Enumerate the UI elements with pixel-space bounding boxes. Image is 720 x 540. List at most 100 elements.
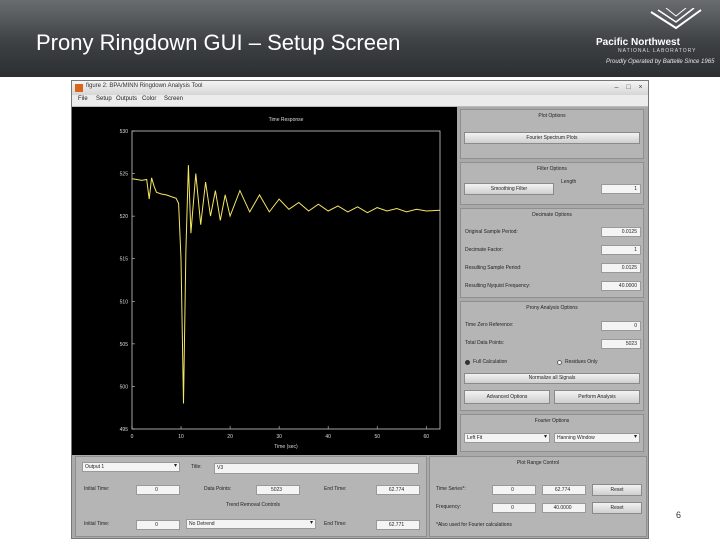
time-zero-label: Time Zero Reference: bbox=[465, 322, 514, 328]
logo-mark-icon bbox=[650, 8, 702, 30]
menu-setup[interactable]: Setup bbox=[96, 96, 112, 102]
y-tick-label: 505 bbox=[120, 342, 129, 348]
full-calculation-label: Full Calculation bbox=[473, 359, 508, 365]
y-tick-label: 495 bbox=[120, 427, 129, 433]
menu-color[interactable]: Color bbox=[142, 96, 157, 102]
fourier-spectrum-plots-button[interactable]: Fourier Spectrum Plots bbox=[464, 132, 640, 144]
time-response-plot: Time Response Time (sec) 495 500 505 510 515… bbox=[72, 107, 457, 455]
frequency-to-field[interactable]: 40.0000 bbox=[542, 503, 586, 513]
slide-title: Prony Ringdown GUI – Setup Screen bbox=[36, 30, 401, 55]
logo-text-1: Pacific Northwest bbox=[596, 37, 680, 48]
advanced-options-button[interactable]: Advanced Options bbox=[464, 390, 550, 404]
total-data-points-value: 5023 bbox=[601, 339, 641, 349]
x-tick-label: 0 bbox=[131, 434, 134, 440]
y-tick-label: 500 bbox=[120, 384, 129, 390]
series-line bbox=[131, 165, 441, 404]
data-points-value: 5023 bbox=[256, 485, 300, 495]
logo-text-3: Proudly Operated by Battelle Since 1965 bbox=[606, 59, 715, 65]
reset-frequency-button[interactable]: Reset bbox=[592, 502, 642, 514]
time-zero-field[interactable]: 0 bbox=[601, 321, 641, 331]
decimate-factor-label: Decimate Factor: bbox=[465, 247, 504, 253]
time-series-from-field[interactable]: 0 bbox=[492, 485, 536, 495]
x-tick-label: 20 bbox=[227, 434, 233, 440]
chart-xlabel: Time (sec) bbox=[274, 444, 298, 450]
plot-range-title: Plot Range Control bbox=[516, 460, 560, 466]
residues-only-label: Residues Only bbox=[565, 359, 598, 365]
y-tick-label: 525 bbox=[120, 172, 129, 178]
window-type-select[interactable]: Hanning Window bbox=[554, 433, 640, 443]
end-time-field[interactable]: 62.774 bbox=[376, 485, 420, 495]
time-series-to-field[interactable]: 62.774 bbox=[542, 485, 586, 495]
trend-removal-title: Trend Removal Controls bbox=[226, 502, 281, 508]
signal-setup-panel: Output 1 Title: V3 Initial Time: 0 Data … bbox=[75, 456, 427, 537]
smoothing-filter-button[interactable]: Smoothing Filter bbox=[464, 183, 554, 195]
plot-axes-box bbox=[131, 130, 441, 430]
residues-only-radio[interactable] bbox=[557, 360, 562, 365]
normalize-signals-button[interactable]: Normalize all Signals bbox=[464, 373, 640, 384]
fourier-note: *Also used for Fourier calculations bbox=[436, 522, 512, 528]
data-points-label: Data Points: bbox=[204, 486, 232, 492]
resulting-sample-period-label: Resulting Sample Period: bbox=[465, 265, 522, 271]
fourier-fit-select[interactable]: Left Fit bbox=[464, 433, 550, 443]
full-calculation-radio[interactable] bbox=[465, 360, 470, 365]
trend-end-time-field[interactable]: 62.771 bbox=[376, 520, 420, 530]
resulting-nyquist-label: Resulting Nyquist Frequency: bbox=[465, 283, 531, 289]
filter-length-field[interactable]: 1 bbox=[601, 184, 641, 194]
prony-options-title: Prony Analysis Options bbox=[526, 305, 578, 311]
y-tick-label: 530 bbox=[120, 129, 129, 135]
x-tick-label: 10 bbox=[178, 434, 184, 440]
y-tick-label: 510 bbox=[120, 299, 129, 305]
right-control-panel: Plot Options Fourier Spectrum Plots Filt… bbox=[457, 107, 648, 454]
app-window: figure 2: BPA/MINN Ringdown Analysis Too… bbox=[71, 80, 649, 539]
decimate-options-title: Decimate Options bbox=[532, 212, 572, 218]
trend-initial-time-field[interactable]: 0 bbox=[136, 520, 180, 530]
y-tick-label: 515 bbox=[120, 257, 129, 263]
fourier-options-title: Fourier Options bbox=[534, 418, 570, 424]
title-field[interactable]: V3 bbox=[214, 463, 419, 474]
y-tick-label: 520 bbox=[120, 214, 129, 220]
fourier-options-panel: Fourier Options Left Fit Hanning Window bbox=[460, 414, 644, 452]
total-data-points-label: Total Data Points: bbox=[465, 340, 505, 346]
frequency-label: Frequency: bbox=[436, 504, 462, 510]
app-icon bbox=[75, 84, 83, 92]
window-title: figure 2: BPA/MINN Ringdown Analysis Too… bbox=[86, 83, 203, 89]
perform-analysis-button[interactable]: Perform Analysis bbox=[554, 390, 640, 404]
title-label: Title: bbox=[191, 464, 202, 470]
filter-options-panel: Filter Options Smoothing Filter Length 1 bbox=[460, 162, 644, 205]
window-titlebar: figure 2: BPA/MINN Ringdown Analysis Too… bbox=[72, 81, 648, 95]
chart-title: Time Response bbox=[269, 117, 304, 123]
frequency-from-field[interactable]: 0 bbox=[492, 503, 536, 513]
x-tick-label: 60 bbox=[423, 434, 429, 440]
detrend-select[interactable]: No Detrend bbox=[186, 519, 316, 529]
filter-options-title: Filter Options bbox=[537, 166, 567, 172]
menu-outputs[interactable]: Outputs bbox=[116, 96, 138, 102]
minimize-button[interactable]: – bbox=[614, 84, 619, 91]
resulting-sample-period-value: 0.0125 bbox=[601, 263, 641, 273]
original-sample-period-label: Original Sample Period: bbox=[465, 229, 518, 235]
maximize-button[interactable]: □ bbox=[626, 84, 631, 91]
decimate-factor-field[interactable]: 1 bbox=[601, 245, 641, 255]
page-number: 6 bbox=[676, 510, 682, 520]
pnnl-logo: Pacific Northwest NATIONAL LABORATORY Pr… bbox=[590, 8, 715, 70]
reset-time-series-button[interactable]: Reset bbox=[592, 484, 642, 496]
menu-file[interactable]: File bbox=[78, 96, 88, 102]
trend-initial-time-label: Initial Time: bbox=[84, 521, 110, 527]
menu-screen[interactable]: Screen bbox=[164, 96, 184, 102]
close-button[interactable]: × bbox=[638, 84, 643, 91]
filter-length-label: Length bbox=[561, 179, 577, 185]
initial-time-label: Initial Time: bbox=[84, 486, 110, 492]
menu-bar: File Setup Outputs Color Screen bbox=[72, 95, 648, 107]
trend-end-time-label: End Time: bbox=[324, 521, 347, 527]
plot-options-panel: Plot Options Fourier Spectrum Plots bbox=[460, 109, 644, 159]
initial-time-field[interactable]: 0 bbox=[136, 485, 180, 495]
decimate-options-panel: Decimate Options Original Sample Period:… bbox=[460, 208, 644, 298]
plot-options-title: Plot Options bbox=[538, 113, 566, 119]
end-time-label: End Time: bbox=[324, 486, 347, 492]
x-tick-label: 50 bbox=[374, 434, 380, 440]
x-tick-label: 40 bbox=[325, 434, 331, 440]
prony-analysis-options-panel: Prony Analysis Options Time Zero Referen… bbox=[460, 301, 644, 411]
output-select[interactable]: Output 1 bbox=[82, 462, 180, 472]
logo-text-2: NATIONAL LABORATORY bbox=[618, 48, 697, 54]
time-response-chart: Time Response Time (sec) 495500505510515… bbox=[120, 117, 441, 450]
resulting-nyquist-value: 40.0000 bbox=[601, 281, 641, 291]
